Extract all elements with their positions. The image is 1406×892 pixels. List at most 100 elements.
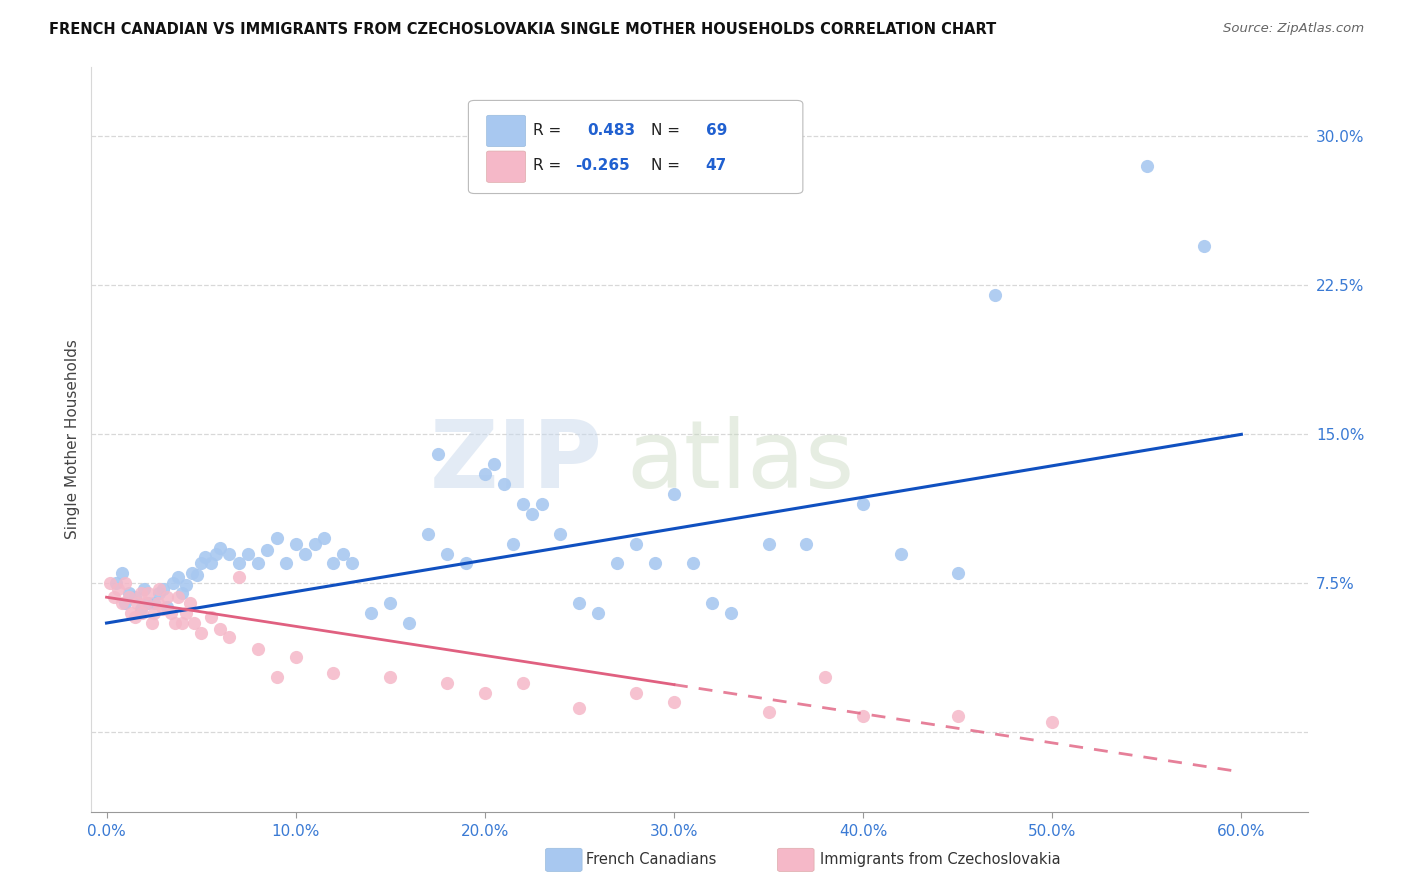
Point: [103, 591, 125, 605]
Point: [436, 547, 458, 561]
Point: [208, 622, 231, 636]
Point: [167, 591, 190, 605]
Point: [134, 582, 156, 597]
Point: [284, 536, 307, 550]
FancyBboxPatch shape: [486, 151, 526, 182]
Point: [984, 288, 1007, 302]
Point: [111, 596, 134, 610]
Text: FRENCH CANADIAN VS IMMIGRANTS FROM CZECHOSLOVAKIA SINGLE MOTHER HOUSEHOLDS CORRE: FRENCH CANADIAN VS IMMIGRANTS FROM CZECH…: [49, 22, 997, 37]
Point: [104, 576, 127, 591]
Text: N =: N =: [651, 159, 685, 173]
Point: [167, 570, 190, 584]
Text: N =: N =: [651, 123, 685, 137]
Point: [1136, 159, 1159, 173]
Point: [426, 447, 449, 461]
Point: [179, 596, 201, 610]
Text: 69: 69: [706, 123, 727, 137]
Point: [124, 591, 146, 605]
Point: [890, 547, 912, 561]
Point: [152, 602, 174, 616]
FancyBboxPatch shape: [468, 101, 803, 194]
Text: ZIP: ZIP: [429, 416, 602, 508]
Point: [946, 709, 969, 723]
Point: [218, 547, 240, 561]
Point: [682, 557, 704, 571]
Point: [174, 578, 197, 592]
Point: [125, 596, 148, 610]
Point: [720, 606, 742, 620]
Point: [124, 610, 146, 624]
Point: [200, 557, 222, 571]
Point: [131, 606, 153, 620]
Point: [148, 586, 170, 600]
Point: [796, 536, 818, 550]
FancyBboxPatch shape: [486, 115, 526, 146]
Point: [129, 586, 152, 600]
Text: -0.265: -0.265: [575, 159, 630, 173]
Point: [512, 675, 534, 690]
Point: [312, 531, 335, 545]
Point: [148, 582, 170, 597]
Point: [304, 536, 326, 550]
Point: [98, 576, 121, 591]
Point: [662, 696, 685, 710]
Point: [142, 596, 165, 610]
Point: [266, 531, 288, 545]
Point: [662, 487, 685, 501]
Point: [174, 606, 197, 620]
Point: [360, 606, 382, 620]
Point: [1040, 715, 1063, 730]
Point: [568, 701, 591, 715]
Point: [416, 526, 439, 541]
Point: [156, 600, 179, 615]
Point: [484, 457, 506, 471]
Point: [194, 550, 217, 565]
Point: [606, 557, 628, 571]
Point: [136, 586, 159, 600]
Point: [758, 706, 780, 720]
Point: [200, 610, 222, 624]
Point: [700, 596, 723, 610]
Point: [294, 547, 316, 561]
Point: [107, 582, 129, 597]
Point: [342, 557, 364, 571]
Point: [1192, 238, 1215, 252]
Point: [852, 497, 875, 511]
Point: [146, 596, 169, 610]
Point: [512, 497, 534, 511]
Text: atlas: atlas: [627, 416, 855, 508]
Point: [266, 670, 288, 684]
Point: [568, 596, 591, 610]
Point: [644, 557, 666, 571]
Point: [550, 526, 572, 541]
Point: [380, 670, 402, 684]
Point: [284, 649, 307, 664]
Point: [111, 566, 134, 581]
Point: [114, 576, 136, 591]
Point: [190, 626, 212, 640]
Point: [152, 582, 174, 597]
Point: [142, 606, 165, 620]
Point: [502, 536, 524, 550]
Point: [814, 670, 837, 684]
Point: [276, 557, 298, 571]
Text: French Canadians: French Canadians: [586, 853, 717, 867]
Point: [172, 615, 194, 630]
Point: [228, 570, 250, 584]
Text: R =: R =: [533, 123, 567, 137]
Point: [588, 606, 610, 620]
Text: Immigrants from Czechoslovakia: Immigrants from Czechoslovakia: [820, 853, 1060, 867]
Point: [208, 541, 231, 555]
Text: 47: 47: [706, 159, 727, 173]
Point: [256, 542, 278, 557]
Point: [160, 606, 183, 620]
Text: Source: ZipAtlas.com: Source: ZipAtlas.com: [1223, 22, 1364, 36]
Point: [624, 536, 647, 550]
Point: [172, 586, 194, 600]
Point: [180, 566, 202, 581]
Point: [474, 685, 496, 699]
Point: [183, 615, 205, 630]
Point: [530, 497, 553, 511]
Point: [114, 596, 136, 610]
Point: [141, 615, 163, 630]
